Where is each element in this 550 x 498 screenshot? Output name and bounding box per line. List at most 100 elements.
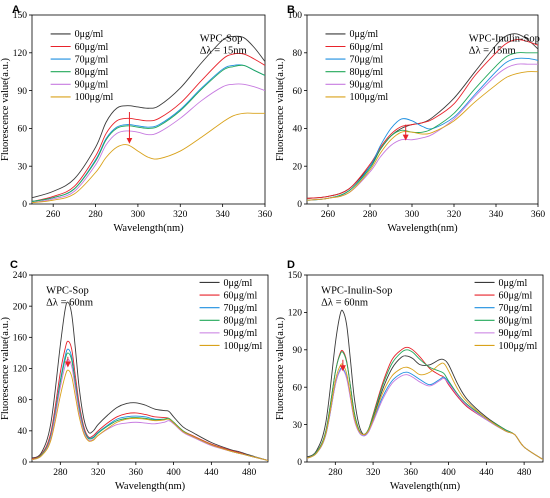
panel-letter: B: [287, 4, 295, 16]
legend-label: 70μg/ml: [75, 54, 109, 65]
legend-label: 60μg/ml: [224, 290, 258, 301]
annotation-line-1: WPC-Inulin-Sop: [469, 33, 540, 44]
legend-label: 60μg/ml: [349, 42, 383, 53]
x-tick-label: 400: [441, 468, 456, 478]
series-line-3: [32, 64, 265, 202]
legend-label: 80μg/ml: [499, 316, 533, 327]
y-tick-label: 120: [288, 309, 303, 319]
x-tick-label: 360: [258, 210, 273, 220]
x-tick-label: 320: [447, 210, 462, 220]
legend-label: 60μg/ml: [75, 42, 109, 53]
chart-panel-d: D 280 320 360 400 440 480 0 30 60 90 120 150 Waveleng…: [275, 259, 544, 492]
x-axis-label: Wavelength(nm): [113, 223, 184, 234]
series-line-1: [307, 33, 538, 199]
x-tick-label: 280: [328, 468, 343, 478]
y-tick-label: 60: [293, 383, 303, 393]
y-tick-label: 0: [22, 458, 27, 468]
x-tick-label: 340: [216, 210, 231, 220]
legend-label: 90μg/ml: [224, 328, 258, 339]
x-axis-label: Wavelength(nm): [387, 223, 458, 234]
series-line-6: [32, 369, 268, 461]
x-tick-label: 260: [321, 210, 336, 220]
plot-frame: [31, 14, 266, 205]
legend-label: 90μg/ml: [349, 80, 383, 91]
y-tick-label: 90: [18, 87, 28, 97]
plot-frame: [306, 14, 539, 205]
y-axis-label: Fluorescence value(a.u.): [0, 317, 11, 420]
annotation-line-1: WPC-Sop: [200, 33, 243, 44]
legend-label: 0μg/ml: [499, 278, 528, 289]
series-line-2: [32, 340, 268, 461]
y-tick-label: 150: [288, 271, 303, 281]
y-tick-label: 80: [18, 396, 28, 406]
series-line-2: [32, 52, 265, 202]
legend-label: 70μg/ml: [224, 303, 258, 314]
y-axis-label: Fluorescence value(a.u.): [275, 58, 286, 161]
legend-label: 0μg/ml: [349, 29, 378, 40]
annotation-line-1: WPC-Sop: [46, 286, 89, 297]
series-line-2: [307, 346, 543, 460]
legend-label: 90μg/ml: [499, 328, 533, 339]
x-tick-label: 320: [366, 468, 381, 478]
x-tick-label: 480: [242, 468, 257, 478]
y-tick-label: 60: [18, 125, 28, 135]
annotation-line-1: WPC-Inulin-Sop: [321, 286, 392, 297]
x-tick-label: 440: [479, 468, 494, 478]
legend-label: 0μg/ml: [75, 29, 104, 40]
plot-frame: [306, 274, 544, 463]
y-tick-label: 90: [293, 346, 303, 356]
series-line-3: [307, 57, 538, 201]
y-tick-label: 150: [13, 11, 28, 21]
y-tick-label: 120: [13, 49, 28, 59]
legend-label: 0μg/ml: [224, 278, 253, 289]
series-line-4: [307, 349, 543, 460]
y-tick-label: 40: [293, 125, 303, 135]
series-line-2: [307, 39, 538, 199]
annotation-line-2: Δλ = 60nm: [46, 298, 93, 309]
series-line-3: [307, 367, 543, 460]
annotation-line-2: Δλ = 15nm: [469, 45, 516, 56]
y-tick-label: 160: [13, 334, 28, 344]
y-axis-label: Fluorescence value(a.u.): [0, 58, 11, 161]
series-line-4: [307, 52, 538, 201]
series-line-1: [32, 301, 268, 461]
series-line-6: [307, 362, 543, 460]
x-tick-label: 360: [404, 468, 419, 478]
x-tick-label: 320: [173, 210, 188, 220]
legend-label: 80μg/ml: [349, 67, 383, 78]
series-line-5: [307, 63, 538, 201]
x-tick-label: 340: [489, 210, 504, 220]
y-tick-label: 200: [13, 302, 28, 312]
legend-label: 100μg/ml: [499, 341, 538, 352]
x-tick-label: 360: [531, 210, 546, 220]
annotation-line-2: Δλ = 60nm: [321, 298, 368, 309]
legend-label: 60μg/ml: [499, 290, 533, 301]
series-line-5: [32, 83, 265, 204]
legend-label: 70μg/ml: [499, 303, 533, 314]
y-tick-label: 0: [297, 200, 302, 210]
panel-letter: D: [287, 259, 295, 271]
y-tick-label: 80: [293, 49, 303, 59]
legend-label: 100μg/ml: [75, 92, 114, 103]
series-line-4: [32, 64, 265, 202]
panel-letter: C: [10, 259, 18, 271]
y-tick-label: 30: [293, 421, 303, 431]
x-tick-label: 480: [517, 468, 532, 478]
y-tick-label: 30: [18, 162, 28, 172]
legend-label: 80μg/ml: [75, 67, 109, 78]
annotation-line-2: Δλ = 15nm: [200, 45, 247, 56]
x-tick-label: 440: [204, 468, 219, 478]
series-line-6: [32, 112, 265, 204]
y-tick-label: 100: [288, 11, 303, 21]
y-tick-label: 0: [22, 200, 27, 210]
chart-panel-b: B 260 280 300 320 340 360 0 20 40 60 80 100 Wavelengt…: [275, 4, 545, 234]
legend-label: 90μg/ml: [75, 80, 109, 91]
legend-label: 100μg/ml: [224, 341, 263, 352]
x-axis-label: Wavelength(nm): [115, 481, 186, 492]
panel-letter: A: [12, 4, 20, 16]
y-tick-label: 240: [13, 271, 28, 281]
legend-label: 80μg/ml: [224, 316, 258, 327]
